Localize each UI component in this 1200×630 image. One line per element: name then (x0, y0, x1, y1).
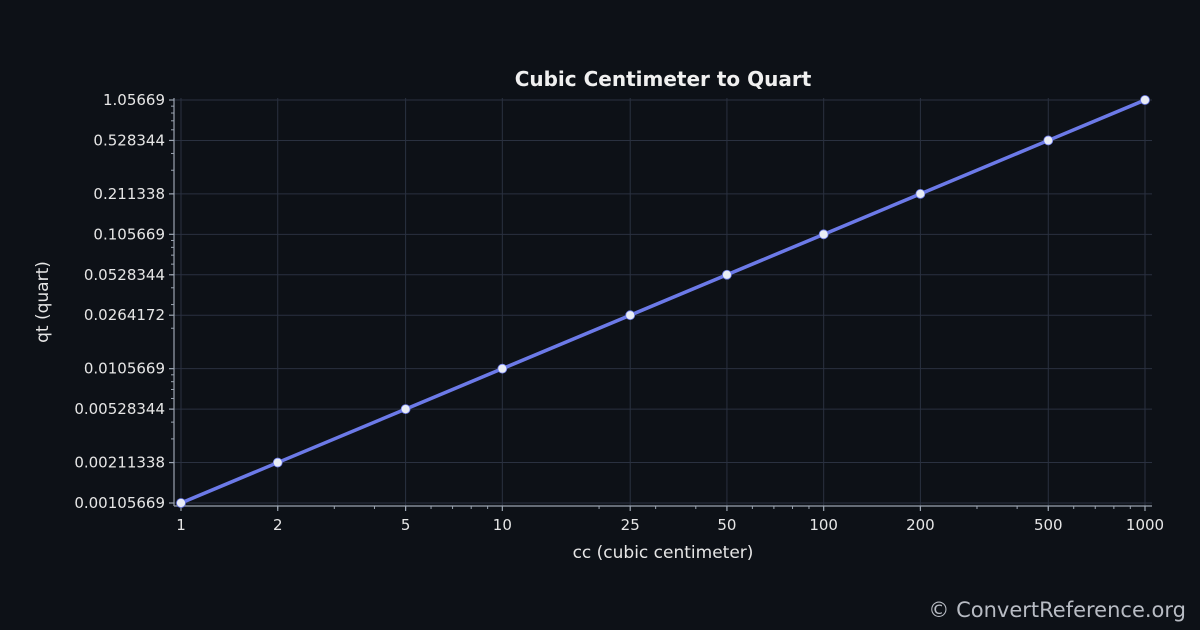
data-point (915, 188, 926, 199)
chart-title: Cubic Centimeter to Quart (515, 67, 812, 91)
y-tick-label: 1.05669 (103, 91, 165, 109)
x-axis-ticks: 1 2 5 10 25 50 100 200 500 1000 (176, 506, 1164, 534)
y-tick-label: 0.00528344 (74, 400, 165, 418)
x-tick-label: 5 (401, 516, 411, 534)
y-tick-label: 0.528344 (93, 131, 165, 149)
y-tick-label: 0.0264172 (84, 306, 165, 324)
y-tick-label: 0.00105669 (74, 494, 165, 512)
data-point (176, 498, 186, 508)
x-tick-label: 50 (717, 516, 736, 534)
y-tick-label: 0.105669 (93, 225, 165, 243)
x-tick-label: 500 (1034, 516, 1063, 534)
x-tick-label: 200 (906, 516, 935, 534)
x-tick-label: 25 (621, 516, 640, 534)
y-tick-label: 0.211338 (93, 185, 165, 203)
series-line (179, 98, 1147, 505)
series (176, 95, 1150, 508)
x-axis-label: cc (cubic centimeter) (573, 543, 754, 563)
x-tick-label: 100 (809, 516, 838, 534)
y-tick-label: 0.0105669 (84, 360, 165, 378)
data-point (272, 457, 283, 468)
y-axis-label: qt (quart) (33, 261, 53, 343)
data-point (818, 229, 829, 240)
x-tick-label: 10 (493, 516, 512, 534)
y-tick-label: 0.0528344 (84, 266, 165, 284)
data-point (400, 404, 411, 415)
watermark: © ConvertReference.org (928, 598, 1186, 622)
data-point (497, 363, 508, 374)
y-tick-label: 0.00211338 (74, 454, 165, 472)
data-point (625, 310, 636, 321)
x-tick-label: 2 (273, 516, 283, 534)
data-point (722, 269, 732, 280)
data-point (1140, 95, 1150, 105)
x-tick-label: 1000 (1126, 516, 1164, 534)
y-axis-ticks: 0.00105669 0.00211338 0.00528344 0.0105669 0… (74, 91, 174, 512)
data-point (1043, 135, 1054, 146)
x-tick-label: 1 (176, 516, 186, 534)
